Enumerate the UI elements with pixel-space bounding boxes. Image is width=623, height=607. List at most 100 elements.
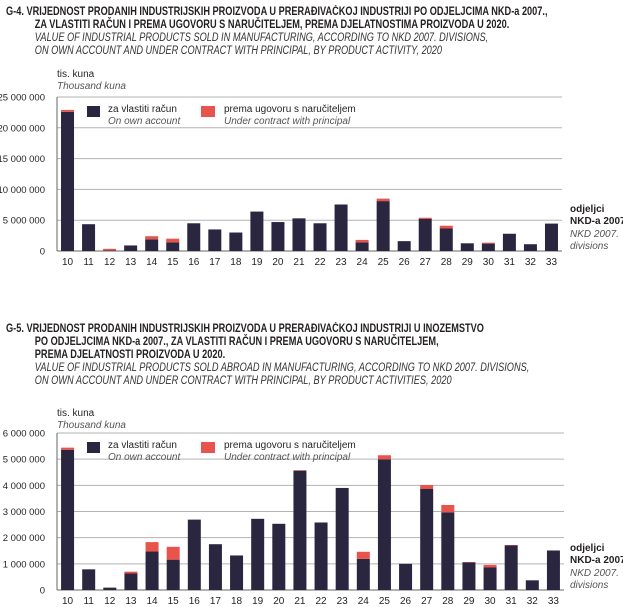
bar-under-contract [356,551,370,559]
x-tick-label: 10 [62,257,74,268]
bar-own-account [208,229,222,251]
bar-own-account [399,563,413,590]
bar-under-contract [377,455,391,460]
bar-own-account [145,239,159,251]
x-tick-label: 17 [210,596,222,607]
legend-label: prema ugovoru s naručiteljem [224,104,356,115]
y-axis-label: tis. kuna [57,69,95,80]
legend-swatch-own [87,106,100,117]
bar-under-contract [124,571,138,574]
bar-own-account [251,518,265,590]
x-tick-label: 20 [273,596,285,607]
x-axis-label-en: divisions [570,580,608,591]
bar-own-account [335,487,349,590]
bar-under-contract [418,217,432,219]
x-tick-label: 24 [357,257,369,268]
chart-title-g5: G-5. VRIJEDNOST PRODANIH INDUSTRIJSKIH P… [6,323,529,388]
bar-own-account [61,111,75,251]
bar-own-account [397,241,411,251]
x-tick-label: 20 [272,257,284,268]
bar-under-contract [166,238,180,243]
bar-own-account [187,519,201,590]
x-tick-label: 33 [546,257,558,268]
x-tick-label: 29 [462,257,474,268]
x-tick-label: 27 [420,257,432,268]
bar-own-account [355,242,369,251]
bar-under-contract [376,198,390,202]
bar-own-account [103,587,117,590]
y-tick-label: 5 000 000 [3,216,45,227]
bar-under-contract [441,504,455,513]
bar-own-account [334,204,348,251]
x-tick-label: 22 [316,596,328,607]
bar-own-account [82,569,96,590]
bar-own-account [292,218,306,251]
x-tick-label: 30 [483,257,495,268]
y-tick-label: 2 000 000 [3,533,45,544]
bar-under-contract [462,562,476,563]
bar-own-account [293,470,307,590]
legend-swatch-contract [201,106,215,117]
bar-under-contract [420,485,434,489]
x-tick-label: 31 [506,596,518,607]
bar-under-contract [439,225,453,229]
bar-own-account [376,201,390,251]
bar-own-account [124,573,138,590]
y-axis-label-en: Thousand kuna [57,81,126,92]
legend-label: prema ugovoru s naručiteljem [224,440,356,451]
bar-own-account [462,562,476,590]
bar-under-contract [504,544,518,546]
x-tick-label: 21 [293,257,305,268]
x-tick-label: 11 [83,257,94,268]
y-tick-label: 0 [40,586,45,597]
bar-under-contract [61,109,75,112]
x-axis-label: NKD-a 2007. [570,216,623,227]
legend-swatch-contract [201,442,215,453]
bar-under-contract [355,239,369,243]
x-tick-label: 28 [442,596,454,607]
legend-label: za vlastiti račun [108,440,177,451]
x-tick-label: 11 [83,596,94,607]
x-tick-label: 23 [337,596,349,607]
bar-own-account [483,567,497,590]
x-tick-label: 13 [125,596,137,607]
bar-under-contract [293,470,307,471]
y-tick-label: 5 000 000 [3,455,45,466]
x-tick-label: 12 [104,596,116,607]
chart-title-g4: G-4. VRIJEDNOST PRODANIH INDUSTRIJSKIH P… [6,6,548,58]
x-axis-label-en: divisions [570,241,608,252]
x-tick-label: 16 [188,257,200,268]
bar-own-account [544,223,558,251]
bar-own-account [271,222,285,251]
x-tick-label: 27 [421,596,433,607]
bar-under-contract [103,248,117,251]
x-axis-label: odjeljci [570,204,605,215]
x-tick-label: 14 [146,257,158,268]
x-tick-label: 24 [358,596,370,607]
x-tick-label: 29 [463,596,475,607]
bar-own-account [377,459,391,590]
x-tick-label: 15 [167,257,179,268]
title-hr-line: G-4. VRIJEDNOST PRODANIH INDUSTRIJSKIH P… [6,6,548,18]
legend-label-en: Under contract with principal [224,452,351,463]
x-tick-label: 15 [168,596,180,607]
bar-under-contract [145,236,159,240]
title-hr-line: PO ODJELJCIMA NKD-a 2007., ZA VLASTITI R… [34,336,439,348]
bar-own-account [441,512,455,590]
bar-own-account [166,242,180,251]
x-tick-label: 19 [251,257,263,268]
y-axis-label: tis. kuna [57,408,95,419]
bar-own-account [546,550,560,590]
x-tick-label: 26 [399,257,411,268]
x-tick-label: 18 [230,257,242,268]
x-tick-label: 33 [548,596,560,607]
bar-own-account [82,224,96,251]
x-tick-label: 16 [189,596,201,607]
legend-label-en: On own account [108,452,181,463]
bar-own-account [145,551,159,590]
x-tick-label: 13 [125,257,137,268]
bar-own-account [230,555,244,590]
x-axis-label: odjeljci [570,543,605,554]
bar-own-account [502,233,516,251]
